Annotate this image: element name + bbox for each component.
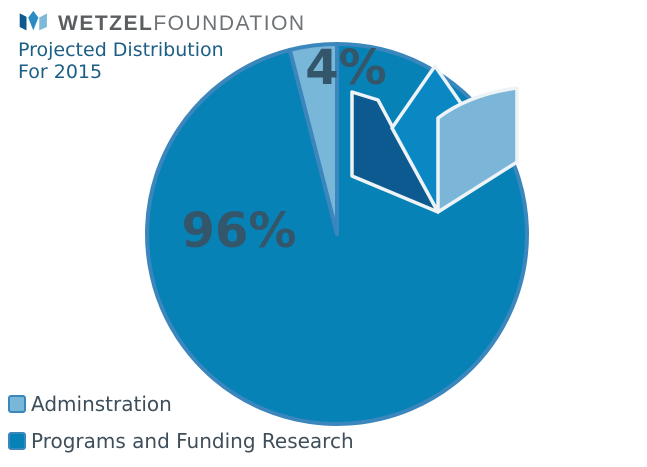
logo: WETZELFOUNDATION	[19, 10, 306, 35]
svg-text:WETZELFOUNDATION: WETZELFOUNDATION	[58, 12, 306, 35]
logo-leaf-left	[19, 13, 27, 31]
legend: Adminstration Programs and Funding Resea…	[8, 392, 354, 453]
chart-title-line-1: Projected Distribution	[18, 39, 224, 61]
slice-label-programs: 96%	[182, 203, 297, 259]
book-emblem-icon	[350, 64, 519, 214]
svg-text:Projected Distribution For: Projected Distribution For 2015	[18, 39, 230, 83]
legend-swatch-administration	[8, 395, 26, 413]
logo-leaf-mid	[28, 10, 39, 31]
legend-item-administration: Adminstration	[8, 392, 172, 416]
emblem-leaf-right	[436, 86, 519, 214]
legend-label-programs: Programs and Funding Research	[31, 429, 354, 453]
legend-swatch-programs	[8, 432, 26, 450]
chart-title-line-2: For 2015	[18, 61, 102, 83]
open-book-icon	[19, 10, 47, 31]
brand-name-light: FOUNDATION	[153, 12, 305, 35]
legend-label-administration: Adminstration	[31, 392, 172, 416]
logo-leaf-right	[39, 13, 47, 31]
legend-item-programs: Programs and Funding Research	[8, 429, 354, 453]
slice-label-administration: 4%	[305, 40, 387, 96]
brand-name-bold: WETZEL	[58, 12, 153, 35]
